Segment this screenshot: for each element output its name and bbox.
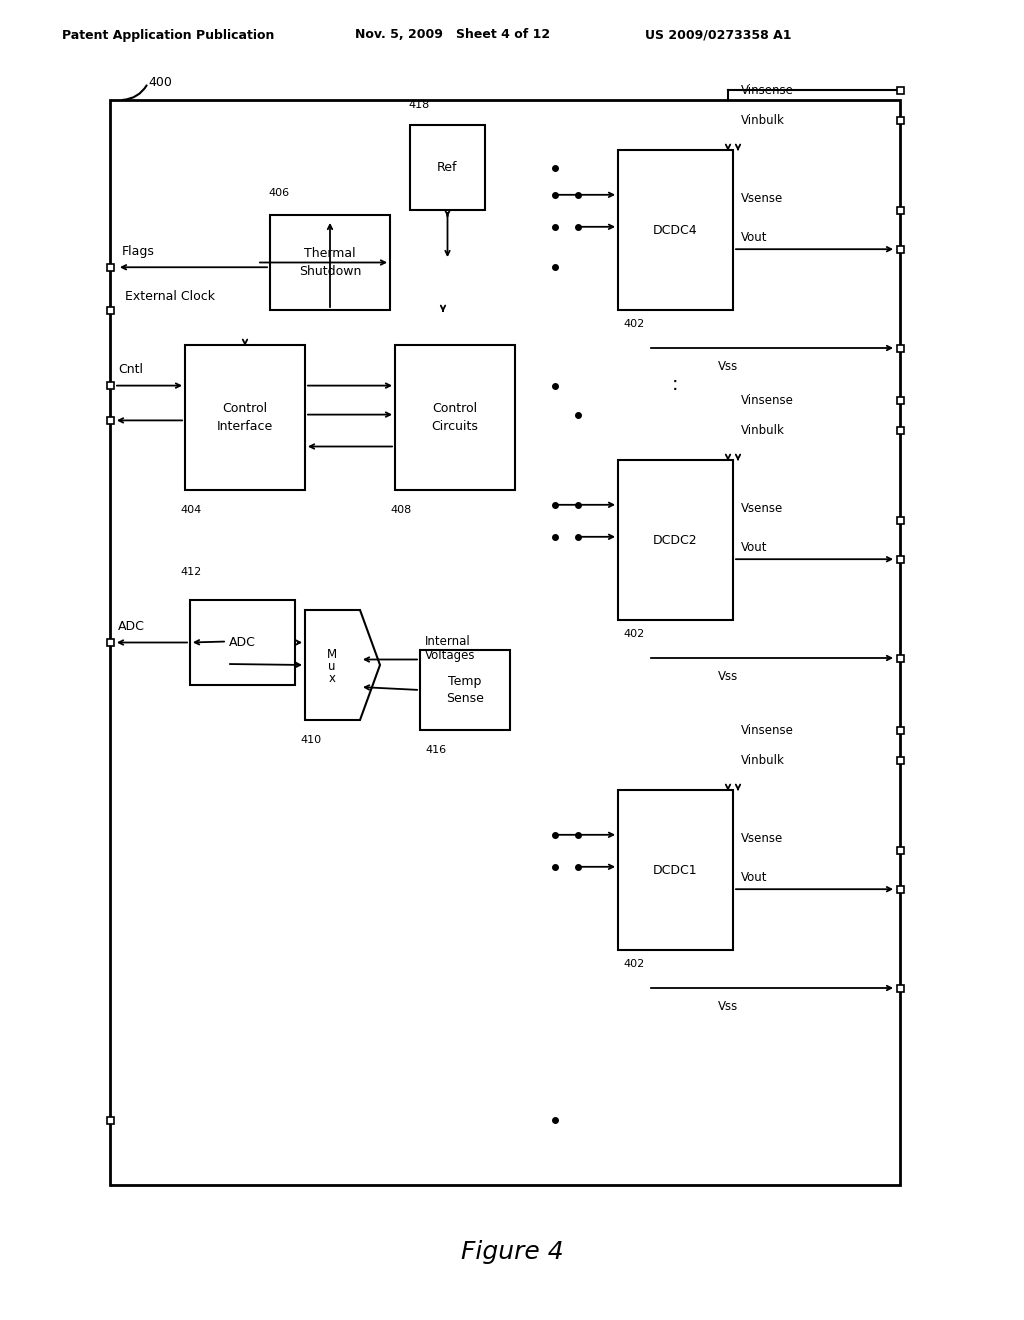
Text: Sense: Sense xyxy=(446,693,484,705)
Text: Circuits: Circuits xyxy=(431,420,478,433)
Bar xyxy=(106,639,114,645)
Text: US 2009/0273358 A1: US 2009/0273358 A1 xyxy=(645,29,792,41)
Text: 402: 402 xyxy=(623,319,644,329)
Text: Figure 4: Figure 4 xyxy=(461,1239,563,1265)
Text: 400: 400 xyxy=(148,77,172,90)
Text: Vinbulk: Vinbulk xyxy=(741,754,784,767)
Text: M: M xyxy=(327,648,337,661)
Polygon shape xyxy=(305,610,380,719)
Text: Temp: Temp xyxy=(449,675,481,688)
Bar xyxy=(896,726,903,734)
Text: Flags: Flags xyxy=(122,244,155,257)
Text: Vinsense: Vinsense xyxy=(741,83,794,96)
Text: Vsense: Vsense xyxy=(741,833,783,845)
Text: 416: 416 xyxy=(425,744,446,755)
Text: Vinsense: Vinsense xyxy=(741,723,794,737)
Bar xyxy=(896,396,903,404)
Text: 412: 412 xyxy=(180,568,202,577)
Text: 418: 418 xyxy=(408,100,429,110)
Bar xyxy=(896,847,903,854)
Text: Vout: Vout xyxy=(741,541,768,553)
Text: Vinbulk: Vinbulk xyxy=(741,424,784,437)
Text: Control: Control xyxy=(432,403,477,414)
Text: Vss: Vss xyxy=(718,669,738,682)
Bar xyxy=(190,601,295,685)
Text: 402: 402 xyxy=(623,630,644,639)
Text: Cntl: Cntl xyxy=(118,363,143,376)
Bar xyxy=(618,459,733,620)
Text: Internal: Internal xyxy=(425,635,471,648)
Text: Control: Control xyxy=(222,403,267,414)
Text: 410: 410 xyxy=(300,735,322,744)
Text: Shutdown: Shutdown xyxy=(299,265,361,279)
Bar xyxy=(270,215,390,310)
Text: External Clock: External Clock xyxy=(125,289,215,302)
Text: Nov. 5, 2009   Sheet 4 of 12: Nov. 5, 2009 Sheet 4 of 12 xyxy=(355,29,550,41)
Bar xyxy=(618,150,733,310)
Text: Vout: Vout xyxy=(741,231,768,244)
Bar xyxy=(106,1117,114,1123)
Text: Ref: Ref xyxy=(437,161,458,174)
Bar xyxy=(106,264,114,271)
Text: 406: 406 xyxy=(268,187,289,198)
Text: Vsense: Vsense xyxy=(741,193,783,206)
Bar xyxy=(185,345,305,490)
Text: Thermal: Thermal xyxy=(304,247,355,260)
Text: Vsense: Vsense xyxy=(741,503,783,515)
Text: 408: 408 xyxy=(390,506,412,515)
Bar xyxy=(410,125,485,210)
Text: Vss: Vss xyxy=(718,999,738,1012)
Text: DCDC2: DCDC2 xyxy=(653,533,697,546)
Bar xyxy=(106,381,114,389)
Bar xyxy=(896,345,903,351)
Bar xyxy=(420,649,510,730)
Bar xyxy=(896,426,903,433)
Text: Vinbulk: Vinbulk xyxy=(741,114,784,127)
Text: ADC: ADC xyxy=(229,636,256,649)
Bar xyxy=(896,886,903,892)
Text: Patent Application Publication: Patent Application Publication xyxy=(62,29,274,41)
Bar xyxy=(110,100,900,1185)
Bar xyxy=(106,417,114,424)
Bar xyxy=(896,756,903,763)
Bar xyxy=(896,517,903,524)
Text: Vss: Vss xyxy=(718,359,738,372)
Bar xyxy=(896,556,903,562)
Text: Vout: Vout xyxy=(741,871,768,883)
Text: x: x xyxy=(329,672,336,685)
Text: 402: 402 xyxy=(623,960,644,969)
Bar xyxy=(618,789,733,950)
Bar xyxy=(896,246,903,252)
Bar xyxy=(106,306,114,314)
Text: DCDC1: DCDC1 xyxy=(653,863,697,876)
Text: DCDC4: DCDC4 xyxy=(653,223,697,236)
Text: 404: 404 xyxy=(180,506,202,515)
Text: Vinsense: Vinsense xyxy=(741,393,794,407)
Text: :: : xyxy=(672,375,679,395)
Text: u: u xyxy=(329,660,336,673)
Text: Interface: Interface xyxy=(217,420,273,433)
Text: Voltages: Voltages xyxy=(425,649,475,663)
Bar xyxy=(896,985,903,991)
Bar xyxy=(896,87,903,94)
Bar xyxy=(896,207,903,214)
Bar xyxy=(896,116,903,124)
Text: ADC: ADC xyxy=(118,620,144,634)
Bar xyxy=(395,345,515,490)
Bar xyxy=(896,655,903,661)
